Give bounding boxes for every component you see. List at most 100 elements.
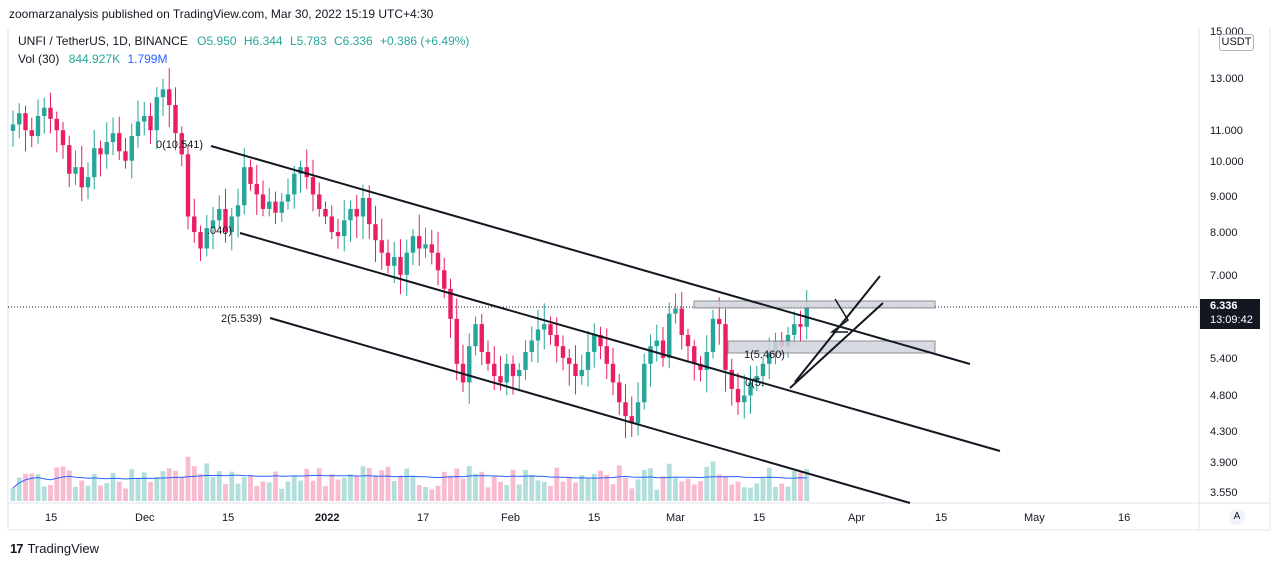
volume-bar — [360, 466, 366, 501]
candle-body — [517, 369, 522, 377]
volume-bar — [685, 478, 691, 501]
x-tick: Mar — [666, 512, 685, 524]
volume-bar — [91, 473, 97, 501]
candle-body — [610, 363, 616, 383]
candle-body — [373, 224, 378, 241]
candle-body — [223, 208, 228, 233]
volume-bar — [479, 471, 485, 501]
channel-lower-line[interactable] — [269, 317, 911, 504]
volume-bar — [154, 477, 160, 501]
volume-bar — [748, 487, 753, 501]
volume-bar — [385, 466, 391, 501]
candle-body — [535, 329, 541, 341]
candle-body — [510, 363, 516, 377]
volume-bar — [379, 470, 385, 501]
x-tick: 16 — [1118, 512, 1130, 524]
y-tick: 8.000 — [1210, 227, 1238, 239]
volume-bar — [704, 466, 710, 501]
y-tick: 5.400 — [1210, 353, 1238, 365]
x-tick: 15 — [588, 512, 600, 524]
volume-bar — [441, 471, 447, 501]
volume-bar — [104, 483, 110, 501]
candle-body — [710, 318, 716, 352]
x-tick: 15 — [222, 512, 234, 524]
volume-bar — [629, 488, 635, 501]
candle-body — [542, 324, 547, 330]
volume-bar — [648, 468, 653, 501]
currency-button[interactable]: USDT — [1219, 34, 1254, 51]
candle-body — [85, 177, 91, 188]
candle-body — [73, 167, 78, 174]
volume-bar — [35, 474, 41, 501]
support-zone[interactable] — [727, 340, 936, 354]
candle-body — [492, 363, 497, 377]
current-price-tag: 6.336 13:09:42 — [1200, 299, 1260, 329]
volume-bar — [304, 468, 310, 501]
volume-bar — [298, 480, 303, 501]
candle-body — [404, 252, 409, 275]
volume-bar — [798, 472, 803, 501]
volume-bar — [310, 480, 316, 501]
volume-bar — [216, 471, 222, 501]
resistance-zone[interactable] — [693, 300, 936, 309]
candle-body — [135, 121, 141, 137]
candle-body — [767, 351, 772, 364]
candle-body — [792, 324, 797, 335]
close-value: C6.336 — [333, 34, 373, 48]
candle-body — [523, 351, 528, 370]
volume-bar — [423, 487, 428, 501]
volume-bar — [85, 485, 91, 501]
wedge-lower-line[interactable] — [794, 275, 881, 383]
volume-bar — [754, 483, 760, 501]
volume-bar — [485, 487, 491, 501]
volume-bar — [435, 485, 441, 501]
volume-bar — [391, 481, 397, 501]
volume-bar — [516, 484, 522, 501]
volume-bar — [566, 477, 572, 501]
fib-label-3: 1(5.460) — [744, 349, 785, 361]
candles — [10, 68, 809, 439]
zigzag-line[interactable] — [829, 298, 849, 333]
candle-body — [335, 232, 341, 237]
candle-body — [604, 346, 609, 364]
candle-body — [760, 363, 766, 377]
volume-bar — [54, 467, 60, 501]
symbol-label[interactable]: UNFI / TetherUS, 1D, BINANCE — [18, 34, 188, 48]
volume-label[interactable]: Vol (30) — [18, 52, 60, 66]
volume-bar — [416, 485, 422, 501]
channel-upper-line[interactable] — [210, 145, 971, 365]
volume-bar — [473, 473, 478, 501]
volume-bar — [729, 484, 735, 501]
candle-body — [698, 363, 703, 370]
candle-body — [748, 382, 753, 396]
volume-legend: Vol (30) 844.927K 1.799M — [18, 52, 171, 66]
candle-body — [617, 382, 622, 403]
candle-body — [473, 324, 478, 347]
channel-mid-line[interactable] — [239, 232, 1001, 452]
volume-bar — [166, 468, 172, 501]
volume-ma-value: 1.799M — [127, 52, 168, 66]
current-price: 6.336 — [1210, 300, 1238, 312]
volume-bar — [454, 468, 460, 501]
candle-body — [342, 220, 347, 237]
candle-body — [648, 346, 653, 364]
candle-body — [198, 232, 203, 249]
candle-body — [692, 346, 697, 364]
volume-bar — [716, 474, 722, 501]
volume-bar — [773, 486, 778, 501]
volume-bar — [791, 470, 797, 501]
volume-bar — [260, 481, 266, 501]
change-value: +0.386 (+6.49%) — [380, 34, 470, 48]
candle-body — [92, 148, 97, 178]
publish-info: zoomarzanalysis published on TradingView… — [9, 7, 434, 21]
candle-body — [679, 308, 684, 335]
volume-bar — [491, 476, 497, 501]
wedge-upper-line[interactable] — [789, 302, 884, 389]
candle-body — [348, 208, 353, 221]
volume-bar — [554, 467, 560, 501]
candle-body — [235, 205, 241, 217]
volume-bar — [16, 477, 22, 501]
auto-scale-button[interactable]: A — [1229, 509, 1245, 525]
volume-bar — [335, 479, 341, 501]
